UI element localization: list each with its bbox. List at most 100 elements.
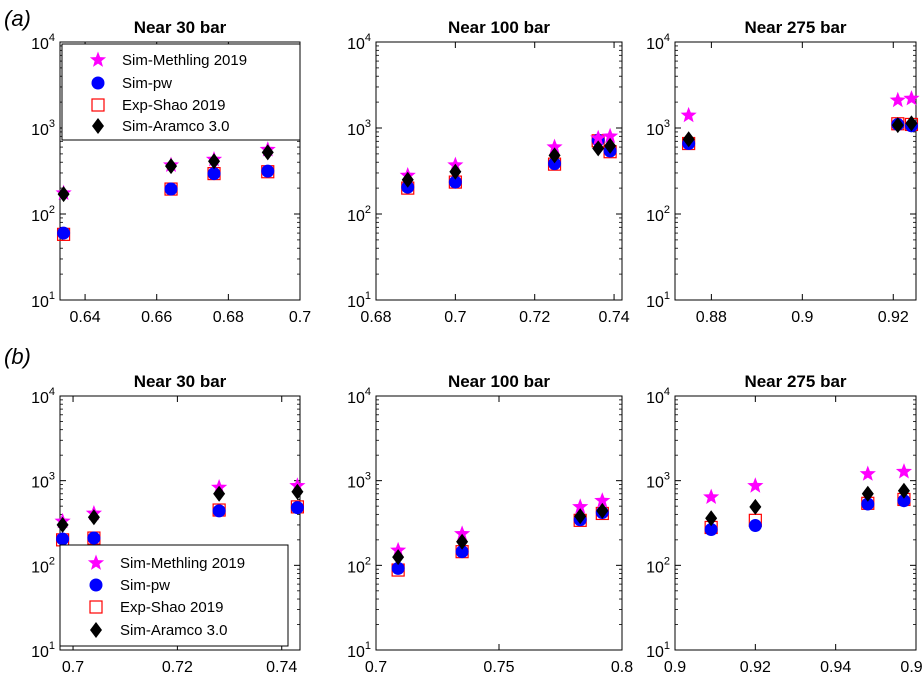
data-point xyxy=(207,167,221,181)
y-tick-label: 102 xyxy=(347,555,371,576)
data-point xyxy=(604,137,617,154)
x-tick-label: 0.7 xyxy=(289,309,311,326)
x-tick-label: 0.8 xyxy=(611,659,633,675)
legend: Sim-Methling 2019 Sim-pw Exp-Shao 2019 Sim-… xyxy=(61,43,301,141)
data-point xyxy=(889,91,906,108)
x-tick-label: 0.68 xyxy=(360,309,391,326)
chart-title: Near 30 bar xyxy=(134,372,227,391)
x-tick-label: 0.92 xyxy=(878,309,909,326)
chart-panel-6: Near 275 bar 101 102 103 104 0.9 0.92 0.94 0.96 xyxy=(646,372,922,675)
y-tick-label: 102 xyxy=(31,555,55,576)
data-point xyxy=(548,147,561,164)
data-point xyxy=(449,163,462,180)
x-tick-label: 0.7 xyxy=(365,659,387,675)
x-tick-label: 0.9 xyxy=(791,309,813,326)
y-tick-label: 103 xyxy=(347,471,371,492)
data-point xyxy=(705,510,718,527)
x-tick-label: 0.7 xyxy=(444,309,466,326)
y-tick-label: 104 xyxy=(31,386,55,407)
data-point xyxy=(57,186,70,203)
chart-title: Near 100 bar xyxy=(448,18,550,37)
y-tick-label: 102 xyxy=(31,204,55,225)
chart-title: Near 30 bar xyxy=(134,18,227,37)
data-point xyxy=(454,525,471,541)
data-point xyxy=(574,508,587,525)
axes-box xyxy=(375,41,623,301)
data-point xyxy=(213,485,226,502)
x-tick-label: 0.9 xyxy=(664,659,686,675)
data-point xyxy=(590,129,607,146)
chart-panel-1: Near 30 bar 101 102 103 104 0.64 0.66 0.68 0.7 Si… xyxy=(31,18,311,326)
x-tick-label: 0.94 xyxy=(820,659,851,675)
legend-marker xyxy=(92,118,104,134)
y-tick-label: 101 xyxy=(646,290,670,311)
y-tick-label: 101 xyxy=(31,640,55,661)
data-point xyxy=(905,115,918,132)
data-point xyxy=(749,498,762,515)
data-point xyxy=(704,522,718,536)
data-point xyxy=(861,485,874,502)
chart-panel-2: Near 100 bar 101 102 103 104 0.68 0.7 0.72 0.74 xyxy=(347,18,630,326)
data-point xyxy=(747,477,764,493)
data-point xyxy=(56,532,70,546)
data-point xyxy=(456,533,469,550)
data-point xyxy=(57,226,71,240)
y-tick-label: 101 xyxy=(347,290,371,311)
y-tick-label: 103 xyxy=(347,118,371,139)
data-point xyxy=(572,498,589,514)
data-point xyxy=(401,171,414,188)
data-point xyxy=(87,531,101,545)
data-point xyxy=(56,516,69,533)
chart-title: Near 275 bar xyxy=(744,372,846,391)
chart-panel-3: Near 275 bar 101 102 103 104 0.88 0.9 0.92 xyxy=(646,18,920,326)
y-tick-label: 102 xyxy=(646,555,670,576)
x-tick-label: 0.72 xyxy=(162,659,193,675)
row-label-b: (b) xyxy=(4,344,31,369)
x-tick-label: 0.75 xyxy=(483,659,514,675)
x-tick-label: 0.88 xyxy=(696,309,727,326)
data-point xyxy=(594,492,611,508)
y-tick-label: 103 xyxy=(646,471,670,492)
data-point xyxy=(548,157,562,171)
legend-marker xyxy=(89,600,103,614)
x-tick-label: 0.72 xyxy=(519,309,550,326)
x-tick-label: 0.68 xyxy=(213,309,244,326)
data-point xyxy=(592,140,605,157)
data-point xyxy=(290,501,304,515)
data-point xyxy=(165,158,178,175)
data-point xyxy=(903,90,920,106)
legend-marker xyxy=(91,76,105,90)
data-point xyxy=(546,138,563,154)
data-point xyxy=(261,144,274,161)
x-tick-label: 0.96 xyxy=(900,659,922,675)
data-point xyxy=(895,463,912,479)
legend-label: Sim-Methling 2019 xyxy=(122,52,247,69)
data-point xyxy=(748,519,762,533)
y-tick-label: 104 xyxy=(646,32,670,53)
data-point xyxy=(680,106,697,123)
legend-label: Sim-pw xyxy=(122,75,172,92)
data-point xyxy=(392,549,405,566)
data-point xyxy=(897,494,911,508)
legend-marker xyxy=(87,554,105,570)
y-tick-label: 104 xyxy=(31,32,55,53)
data-point xyxy=(164,182,178,196)
data-point xyxy=(455,545,469,559)
data-point xyxy=(682,131,695,148)
y-tick-label: 104 xyxy=(347,32,371,53)
data-point xyxy=(448,175,462,189)
data-point xyxy=(261,164,275,178)
y-tick-label: 102 xyxy=(347,204,371,225)
x-tick-label: 0.74 xyxy=(598,309,629,326)
data-point xyxy=(391,561,405,575)
data-point xyxy=(602,127,619,144)
data-point xyxy=(596,502,609,519)
y-tick-label: 103 xyxy=(646,118,670,139)
panels: Near 30 bar 101 102 103 104 0.64 0.66 0.68 0.7 Si… xyxy=(31,18,922,675)
x-tick-label: 0.7 xyxy=(62,659,84,675)
data-point xyxy=(208,153,221,170)
data-point xyxy=(861,497,875,511)
legend-marker xyxy=(89,578,103,592)
legend-label: Sim-Methling 2019 xyxy=(120,555,245,572)
y-tick-label: 101 xyxy=(347,640,371,661)
